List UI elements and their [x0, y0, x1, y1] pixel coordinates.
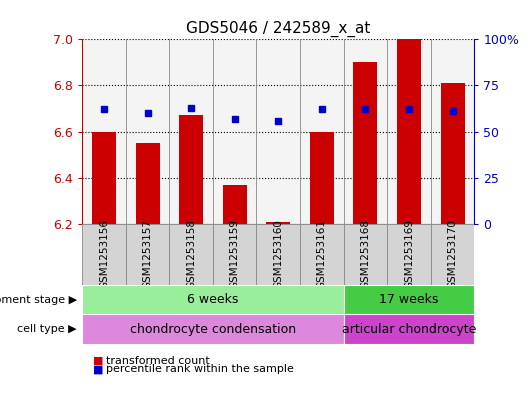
- Text: transformed count: transformed count: [106, 356, 210, 366]
- Bar: [179, 116, 203, 224]
- Bar: [82, 224, 126, 285]
- Bar: [82, 285, 343, 314]
- Bar: [82, 39, 126, 224]
- Bar: [431, 224, 474, 285]
- Bar: [300, 39, 343, 224]
- Bar: [300, 224, 343, 285]
- Title: GDS5046 / 242589_x_at: GDS5046 / 242589_x_at: [186, 20, 370, 37]
- Bar: [266, 222, 290, 224]
- Text: development stage ▶: development stage ▶: [0, 295, 77, 305]
- Text: 6 weeks: 6 weeks: [187, 293, 239, 306]
- Bar: [257, 224, 300, 285]
- Text: GSM1253161: GSM1253161: [317, 219, 327, 290]
- Bar: [213, 224, 257, 285]
- Text: ■: ■: [93, 364, 103, 375]
- Text: GSM1253157: GSM1253157: [143, 219, 153, 290]
- Bar: [397, 39, 421, 224]
- Bar: [257, 39, 300, 224]
- Text: 17 weeks: 17 weeks: [379, 293, 439, 306]
- Bar: [343, 224, 387, 285]
- Bar: [169, 224, 213, 285]
- Bar: [354, 62, 377, 224]
- Bar: [343, 39, 387, 224]
- Text: ■: ■: [93, 356, 103, 366]
- Bar: [169, 39, 213, 224]
- Bar: [82, 314, 343, 344]
- Text: cell type ▶: cell type ▶: [17, 324, 77, 334]
- Text: GSM1253170: GSM1253170: [447, 220, 457, 289]
- Bar: [92, 132, 116, 224]
- Text: GSM1253156: GSM1253156: [99, 219, 109, 290]
- Bar: [213, 39, 257, 224]
- Text: GSM1253169: GSM1253169: [404, 219, 414, 290]
- Text: articular chondrocyte: articular chondrocyte: [342, 323, 476, 336]
- Bar: [343, 285, 474, 314]
- Bar: [387, 39, 431, 224]
- Bar: [440, 83, 465, 224]
- Bar: [126, 224, 169, 285]
- Text: GSM1253168: GSM1253168: [360, 219, 370, 290]
- Bar: [310, 132, 334, 224]
- Text: GSM1253159: GSM1253159: [229, 219, 240, 290]
- Bar: [343, 314, 474, 344]
- Bar: [387, 224, 431, 285]
- Text: chondrocyte condensation: chondrocyte condensation: [130, 323, 296, 336]
- Bar: [431, 39, 474, 224]
- Text: GSM1253158: GSM1253158: [186, 219, 196, 290]
- Bar: [126, 39, 169, 224]
- Text: percentile rank within the sample: percentile rank within the sample: [106, 364, 294, 375]
- Bar: [223, 185, 246, 224]
- Bar: [136, 143, 160, 224]
- Text: GSM1253160: GSM1253160: [273, 220, 283, 289]
